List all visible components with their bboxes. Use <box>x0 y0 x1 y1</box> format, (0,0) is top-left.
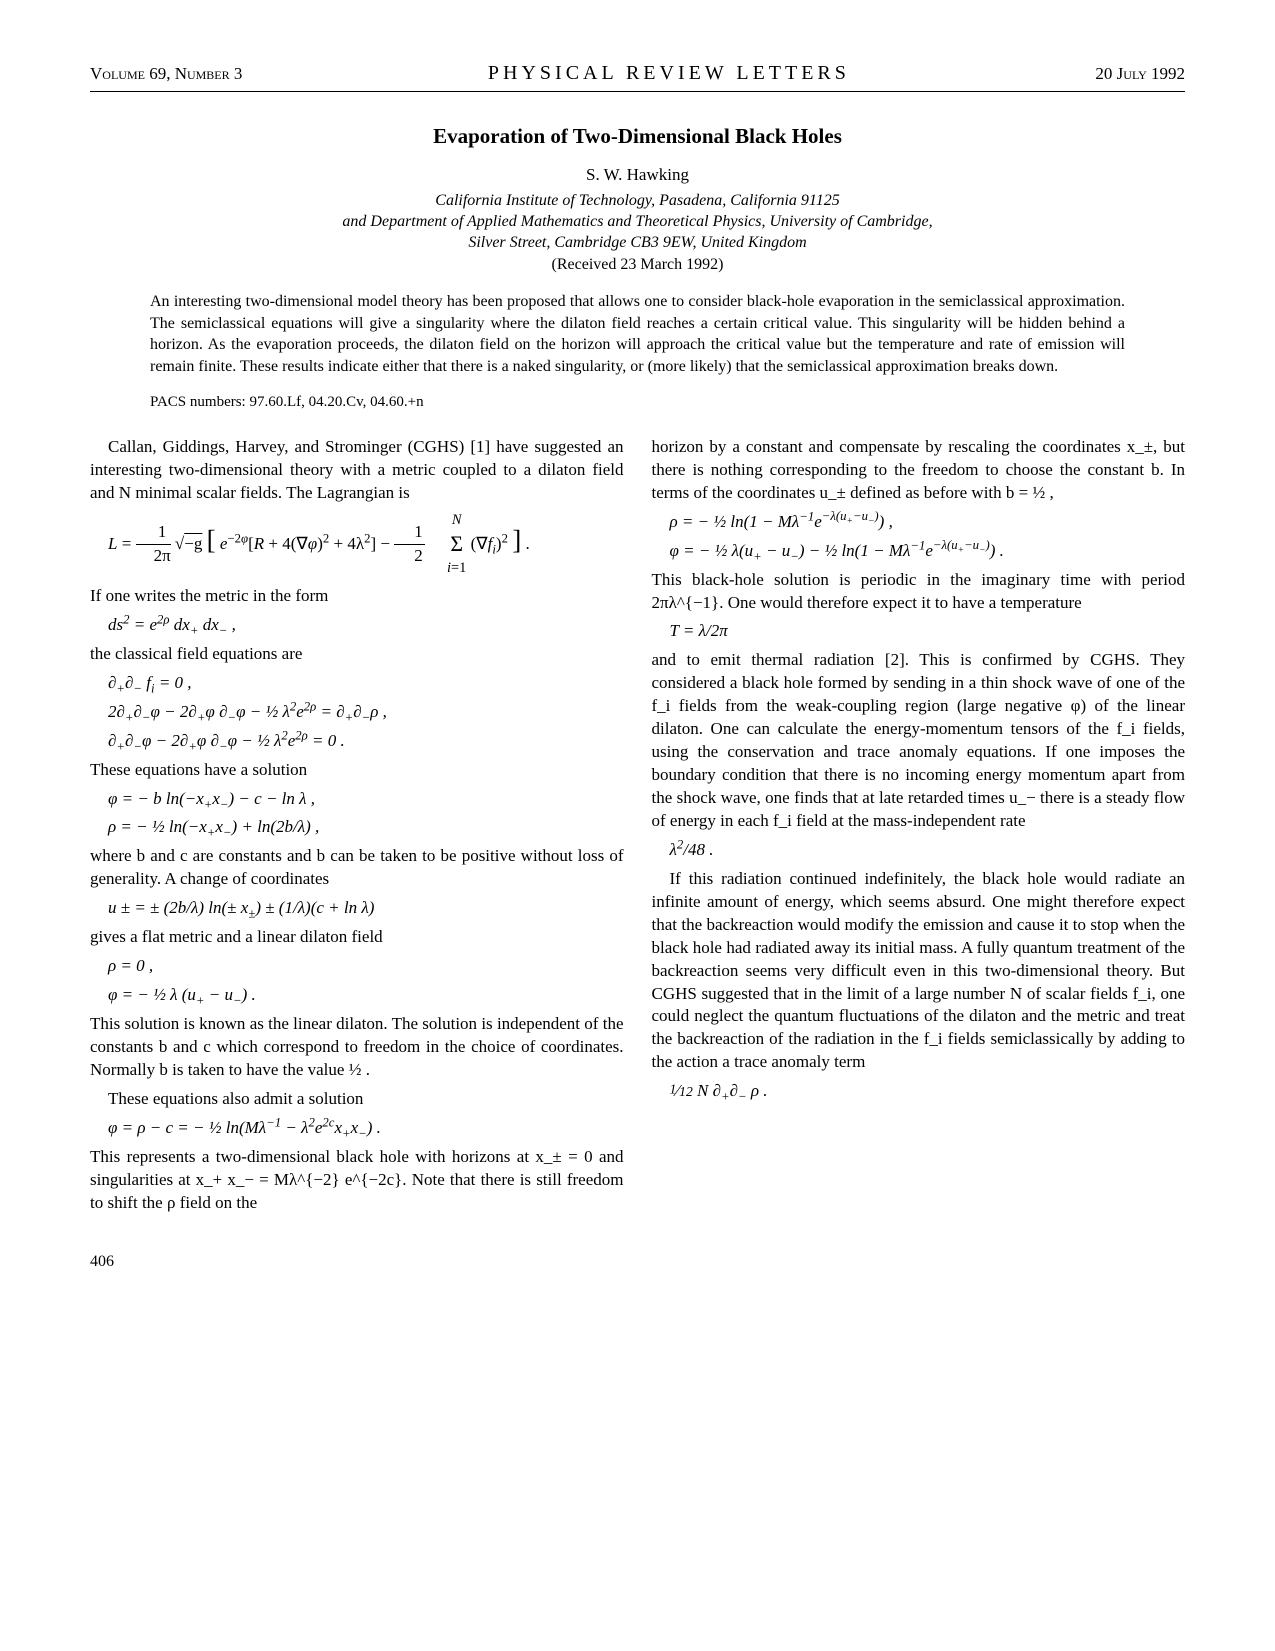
affiliation-line-1: California Institute of Technology, Pasa… <box>90 191 1185 212</box>
equation-temperature: T = λ/2π <box>652 620 1186 643</box>
body-paragraph: If one writes the metric in the form <box>90 585 624 608</box>
body-paragraph: This solution is known as the linear dil… <box>90 1013 624 1082</box>
equation-lagrangian: L = 12π √−g [ e−2φ[R + 4(∇φ)2 + 4λ2] − 1… <box>90 511 624 579</box>
equation-sol-phi: φ = − b ln(−x+x−) − c − ln λ , <box>90 788 624 811</box>
body-paragraph: where b and c are constants and b can be… <box>90 845 624 891</box>
left-column: Callan, Giddings, Harvey, and Strominger… <box>90 436 624 1221</box>
equation-bh-sol: φ = ρ − c = − ½ ln(Mλ−1 − λ2e2cx+x−) . <box>90 1117 624 1140</box>
page-header: Volume 69, Number 3 PHYSICAL REVIEW LETT… <box>90 60 1185 92</box>
body-paragraph: the classical field equations are <box>90 643 624 666</box>
pacs-numbers: PACS numbers: 97.60.Lf, 04.20.Cv, 04.60.… <box>150 392 1125 412</box>
body-paragraph: These equations also admit a solution <box>90 1088 624 1111</box>
equation-bh-phi: φ = − ½ λ(u+ − u−) − ½ ln(1 − Mλ−1e−λ(u+… <box>652 540 1186 563</box>
body-paragraph: horizon by a constant and compensate by … <box>652 436 1186 505</box>
equation-flat-rho: ρ = 0 , <box>90 955 624 978</box>
affiliation-line-2: and Department of Applied Mathematics an… <box>90 212 1185 233</box>
body-paragraph: If this radiation continued indefinitely… <box>652 868 1186 1074</box>
body-paragraph: Callan, Giddings, Harvey, and Strominger… <box>90 436 624 505</box>
equation-anomaly: 1⁄12 N ∂+∂− ρ . <box>652 1080 1186 1103</box>
equation-field-2: 2∂+∂−φ − 2∂+φ ∂−φ − ½ λ2e2ρ = ∂+∂−ρ , <box>90 701 624 724</box>
affiliation-line-3: Silver Street, Cambridge CB3 9EW, United… <box>90 233 1185 254</box>
two-column-body: Callan, Giddings, Harvey, and Strominger… <box>90 436 1185 1221</box>
header-journal: PHYSICAL REVIEW LETTERS <box>488 60 850 87</box>
page-number: 406 <box>90 1251 1185 1273</box>
body-paragraph: These equations have a solution <box>90 759 624 782</box>
header-date: 20 July 1992 <box>1095 63 1185 86</box>
equation-metric: ds2 = e2ρ dx+ dx− , <box>90 614 624 637</box>
author-name: S. W. Hawking <box>90 164 1185 187</box>
body-paragraph: This represents a two-dimensional black … <box>90 1146 624 1215</box>
right-column: horizon by a constant and compensate by … <box>652 436 1186 1221</box>
received-date: (Received 23 March 1992) <box>90 254 1185 276</box>
body-paragraph: and to emit thermal radiation [2]. This … <box>652 649 1186 833</box>
equation-flat-phi: φ = − ½ λ (u+ − u−) . <box>90 984 624 1007</box>
equation-sol-rho: ρ = − ½ ln(−x+x−) + ln(2b/λ) , <box>90 816 624 839</box>
header-volume: Volume 69, Number 3 <box>90 63 242 86</box>
equation-flux: λ2/48 . <box>652 839 1186 862</box>
equation-bh-rho: ρ = − ½ ln(1 − Mλ−1e−λ(u+−u−)) , <box>652 511 1186 534</box>
equation-field-1: ∂+∂− fi = 0 , <box>90 672 624 695</box>
body-paragraph: gives a flat metric and a linear dilaton… <box>90 926 624 949</box>
body-paragraph: This black-hole solution is periodic in … <box>652 569 1186 615</box>
equation-field-3: ∂+∂−φ − 2∂+φ ∂−φ − ½ λ2e2ρ = 0 . <box>90 730 624 753</box>
equation-coord-change: u ± = ± (2b/λ) ln(± x±) ± (1/λ)(c + ln λ… <box>90 897 624 920</box>
abstract-text: An interesting two-dimensional model the… <box>150 291 1125 377</box>
paper-title: Evaporation of Two-Dimensional Black Hol… <box>90 122 1185 150</box>
